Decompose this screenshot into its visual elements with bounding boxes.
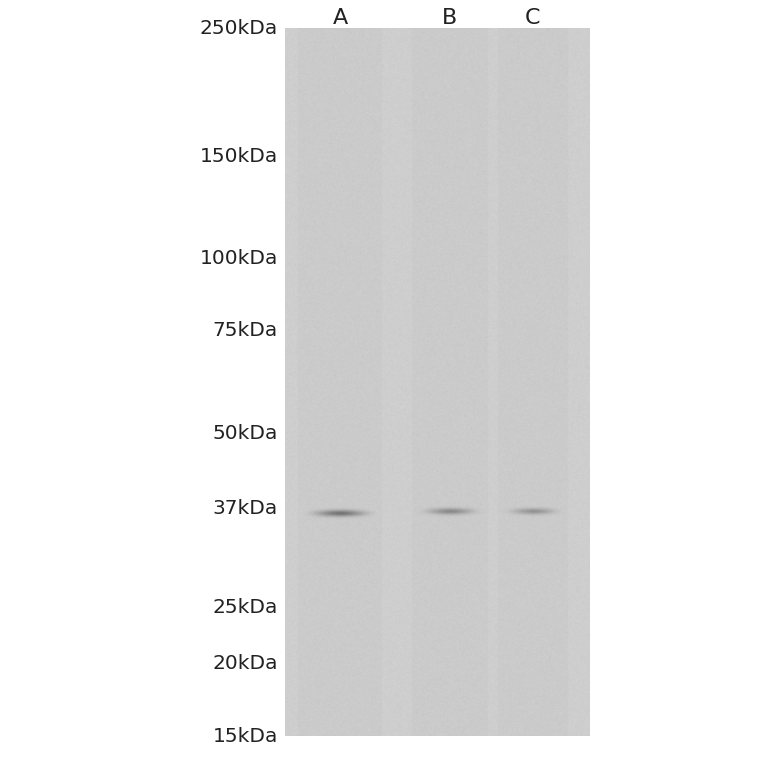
Text: 100kDa: 100kDa: [199, 249, 278, 268]
Text: 37kDa: 37kDa: [212, 500, 278, 518]
Text: B: B: [442, 8, 458, 28]
Text: C: C: [526, 8, 541, 28]
Text: A: A: [332, 8, 348, 28]
Text: 250kDa: 250kDa: [199, 18, 278, 37]
Text: 150kDa: 150kDa: [199, 147, 278, 166]
Text: 20kDa: 20kDa: [212, 654, 278, 673]
Text: 25kDa: 25kDa: [212, 598, 278, 617]
Text: 75kDa: 75kDa: [212, 322, 278, 341]
Text: 15kDa: 15kDa: [212, 727, 278, 746]
Text: 50kDa: 50kDa: [212, 423, 278, 442]
